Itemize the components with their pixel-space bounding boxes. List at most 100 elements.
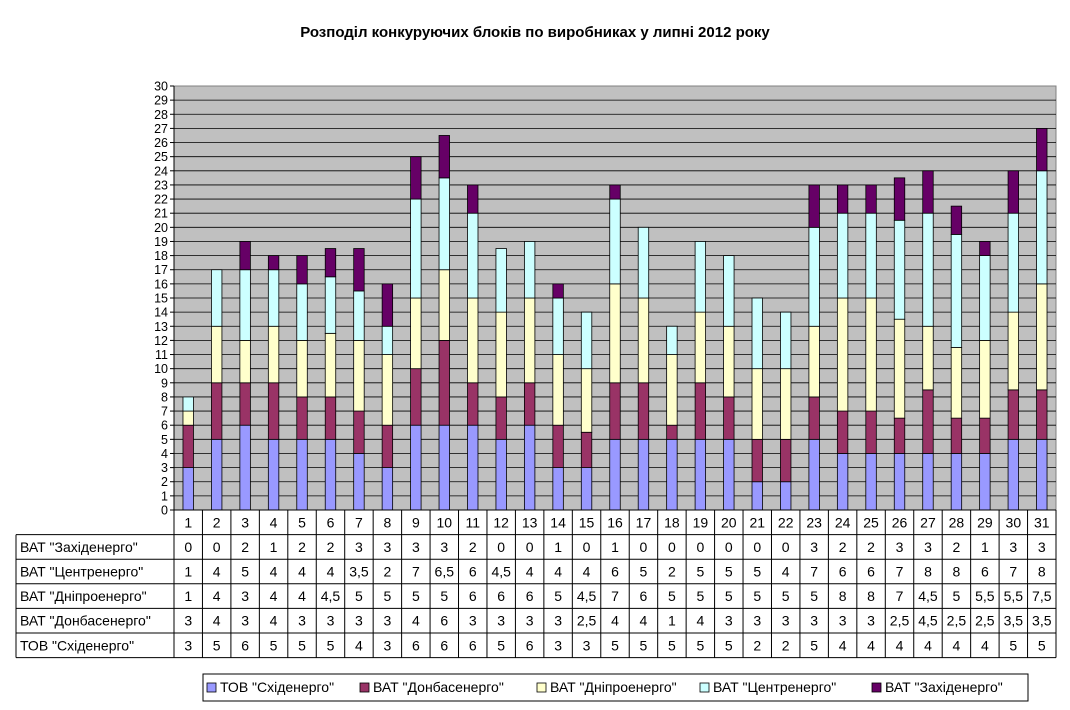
bar-segment xyxy=(239,339,251,384)
data-label: 6 xyxy=(469,588,477,604)
bar-segment xyxy=(239,269,251,341)
data-label: 0 xyxy=(696,539,704,555)
bar-segment xyxy=(438,424,450,511)
bar-segment xyxy=(267,382,280,440)
data-label: 8 xyxy=(1038,564,1046,580)
data-label: 5 xyxy=(753,564,761,580)
data-label: 3 xyxy=(810,613,818,629)
data-label: 3 xyxy=(241,588,249,604)
data-label: 4 xyxy=(526,564,534,580)
bar-segment xyxy=(438,339,450,426)
data-label: 4 xyxy=(298,564,306,580)
bar-segment xyxy=(580,368,593,433)
x-category-label: 17 xyxy=(636,514,652,530)
legend-label: ВАТ "Донбасенерго" xyxy=(373,679,504,695)
data-label: 5,5 xyxy=(1004,588,1024,604)
data-label: 5 xyxy=(327,637,335,653)
data-label: 5 xyxy=(725,637,733,653)
table-row-label: ВАТ "Донбасенерго" xyxy=(20,613,151,629)
bar-segment xyxy=(353,290,365,341)
y-tick-label: 8 xyxy=(161,390,168,404)
data-label: 6 xyxy=(526,637,534,653)
bar-segment xyxy=(808,396,820,440)
bar-segment xyxy=(410,424,422,511)
y-tick-label: 19 xyxy=(154,235,168,249)
data-label: 3 xyxy=(896,539,904,555)
x-category-label: 7 xyxy=(355,514,363,530)
y-tick-label: 22 xyxy=(154,193,168,207)
y-tick-label: 30 xyxy=(154,80,168,94)
data-label: 4 xyxy=(213,588,221,604)
x-category-label: 18 xyxy=(664,514,680,530)
bar-segment xyxy=(296,396,308,440)
bar-segment xyxy=(780,368,792,440)
data-label: 3 xyxy=(327,613,335,629)
data-label: 5 xyxy=(810,588,818,604)
x-category-label: 5 xyxy=(298,514,306,530)
data-label: 4,5 xyxy=(321,588,341,604)
bar-segment xyxy=(979,417,991,454)
bar-segment xyxy=(211,382,223,440)
data-label: 2 xyxy=(867,539,875,555)
data-label: 3 xyxy=(241,613,249,629)
bar-segment xyxy=(523,382,536,426)
bar-segment xyxy=(552,467,564,511)
x-category-label: 4 xyxy=(270,514,278,530)
y-tick-label: 10 xyxy=(154,362,168,376)
bar-segment xyxy=(836,410,849,454)
bar-segment xyxy=(893,177,906,221)
bar-segment xyxy=(495,311,507,398)
bar-segment xyxy=(865,453,877,511)
bar-segment xyxy=(239,424,251,511)
data-label: 6 xyxy=(497,588,505,604)
bar-segment xyxy=(438,177,450,271)
legend-swatch xyxy=(871,682,882,693)
bar-segment xyxy=(922,453,934,511)
data-label: 3 xyxy=(497,613,505,629)
data-label: 2 xyxy=(753,637,761,653)
data-label: 2 xyxy=(953,539,961,555)
data-label: 4 xyxy=(896,637,904,653)
bar-segment xyxy=(296,283,308,341)
data-label: 4 xyxy=(270,588,278,604)
bar-segment xyxy=(780,438,792,483)
y-tick-label: 7 xyxy=(161,405,168,419)
bar-segment xyxy=(950,205,963,235)
bar-segment xyxy=(467,424,479,511)
bar-segment xyxy=(694,241,707,313)
x-category-label: 14 xyxy=(550,514,566,530)
bar-segment xyxy=(808,325,820,398)
y-tick-label: 12 xyxy=(154,334,168,348)
bar-segment xyxy=(836,453,849,511)
legend-label: ВАТ "Західенерго" xyxy=(885,679,1003,695)
bar-segment xyxy=(523,297,536,384)
data-label: 4 xyxy=(270,564,278,580)
data-label: 5 xyxy=(440,588,448,604)
bar-segment xyxy=(1007,389,1019,440)
data-label: 6,5 xyxy=(435,564,455,580)
data-label: 5 xyxy=(953,588,961,604)
data-label: 4 xyxy=(924,637,932,653)
bar-segment xyxy=(723,325,735,398)
bar-segment xyxy=(922,389,934,454)
y-tick-label: 3 xyxy=(161,461,168,475)
bar-segment xyxy=(324,248,337,278)
bar-segment xyxy=(694,382,707,440)
bar-segment xyxy=(495,396,507,440)
bar-segment xyxy=(723,396,735,440)
y-tick-label: 25 xyxy=(154,150,168,164)
data-label: 5 xyxy=(696,564,704,580)
data-label: 7 xyxy=(810,564,818,580)
data-label: 4,5 xyxy=(491,564,511,580)
data-label: 4 xyxy=(981,637,989,653)
x-category-label: 8 xyxy=(383,514,391,530)
bar-segment xyxy=(580,311,593,370)
bar-segment xyxy=(950,417,963,454)
bar-segment xyxy=(324,396,337,440)
bar-segment xyxy=(211,438,223,511)
data-label: 3 xyxy=(526,613,534,629)
bar-segment xyxy=(296,339,308,398)
x-category-label: 24 xyxy=(835,514,851,530)
data-label: 6 xyxy=(867,564,875,580)
data-label: 3 xyxy=(1009,539,1017,555)
